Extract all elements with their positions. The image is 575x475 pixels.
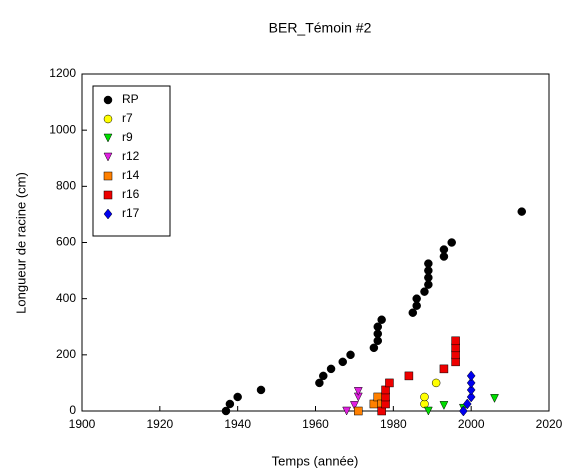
- point: [346, 350, 355, 360]
- point: [439, 401, 449, 410]
- point: [459, 405, 468, 417]
- point: [369, 343, 379, 353]
- legend-marker: [103, 133, 113, 143]
- point: [439, 245, 449, 254]
- legend-label: r7: [122, 111, 133, 125]
- point: [447, 238, 456, 247]
- x-tick-label: 1920: [146, 417, 173, 431]
- point: [326, 364, 336, 374]
- point: [466, 370, 476, 382]
- legend-label: r14: [122, 168, 140, 182]
- point: [466, 377, 476, 389]
- legend-marker: [103, 152, 113, 162]
- legend-marker: [103, 95, 113, 105]
- y-tick-label: 200: [56, 347, 76, 361]
- x-tick-label: 2000: [458, 417, 485, 431]
- point: [256, 385, 266, 395]
- point: [404, 371, 414, 381]
- point: [315, 378, 324, 388]
- point: [377, 315, 386, 324]
- point: [424, 259, 433, 268]
- point: [233, 392, 242, 402]
- y-tick-label: 800: [56, 179, 76, 193]
- y-tick-label: 600: [56, 235, 76, 249]
- y-tick-label: 0: [69, 403, 76, 417]
- point: [462, 398, 472, 410]
- legend-marker: [103, 171, 113, 181]
- point: [466, 384, 476, 396]
- point: [353, 387, 363, 396]
- legend-marker: [103, 114, 113, 124]
- x-tick-label: 1900: [69, 417, 96, 431]
- legend-label: r12: [122, 149, 140, 163]
- point: [225, 399, 235, 409]
- legend-marker: [103, 190, 113, 200]
- legend-label: r16: [122, 187, 140, 201]
- y-axis-label: Longueur de racine (cm): [13, 172, 28, 314]
- chart-title: BER_Témoin #2: [269, 20, 372, 36]
- y-tick-label: 1000: [49, 122, 76, 136]
- legend-label: RP: [122, 92, 139, 106]
- point: [431, 378, 441, 388]
- point: [517, 207, 527, 216]
- point: [338, 357, 347, 367]
- point: [420, 392, 429, 402]
- point: [490, 394, 499, 403]
- legend-marker: [103, 208, 113, 220]
- x-tick-label: 2020: [536, 417, 563, 431]
- point: [423, 406, 433, 416]
- legend-label: r9: [122, 130, 133, 144]
- point: [412, 294, 421, 303]
- x-tick-label: 1960: [302, 417, 329, 431]
- point: [221, 406, 231, 416]
- legend-label: r17: [122, 206, 140, 220]
- point: [354, 406, 363, 416]
- point: [420, 287, 429, 296]
- point: [439, 364, 449, 374]
- point: [408, 308, 418, 317]
- x-tick-label: 1980: [380, 417, 407, 431]
- point: [451, 336, 460, 346]
- point: [385, 378, 394, 388]
- x-tick-label: 1940: [224, 417, 251, 431]
- point: [373, 322, 383, 331]
- legend-box: [92, 85, 171, 237]
- point: [319, 371, 328, 381]
- x-axis-label: Temps (année): [272, 453, 359, 468]
- point: [350, 401, 359, 410]
- point: [466, 391, 476, 403]
- y-tick-label: 1200: [49, 66, 76, 80]
- y-tick-label: 400: [56, 291, 76, 305]
- point: [342, 406, 352, 416]
